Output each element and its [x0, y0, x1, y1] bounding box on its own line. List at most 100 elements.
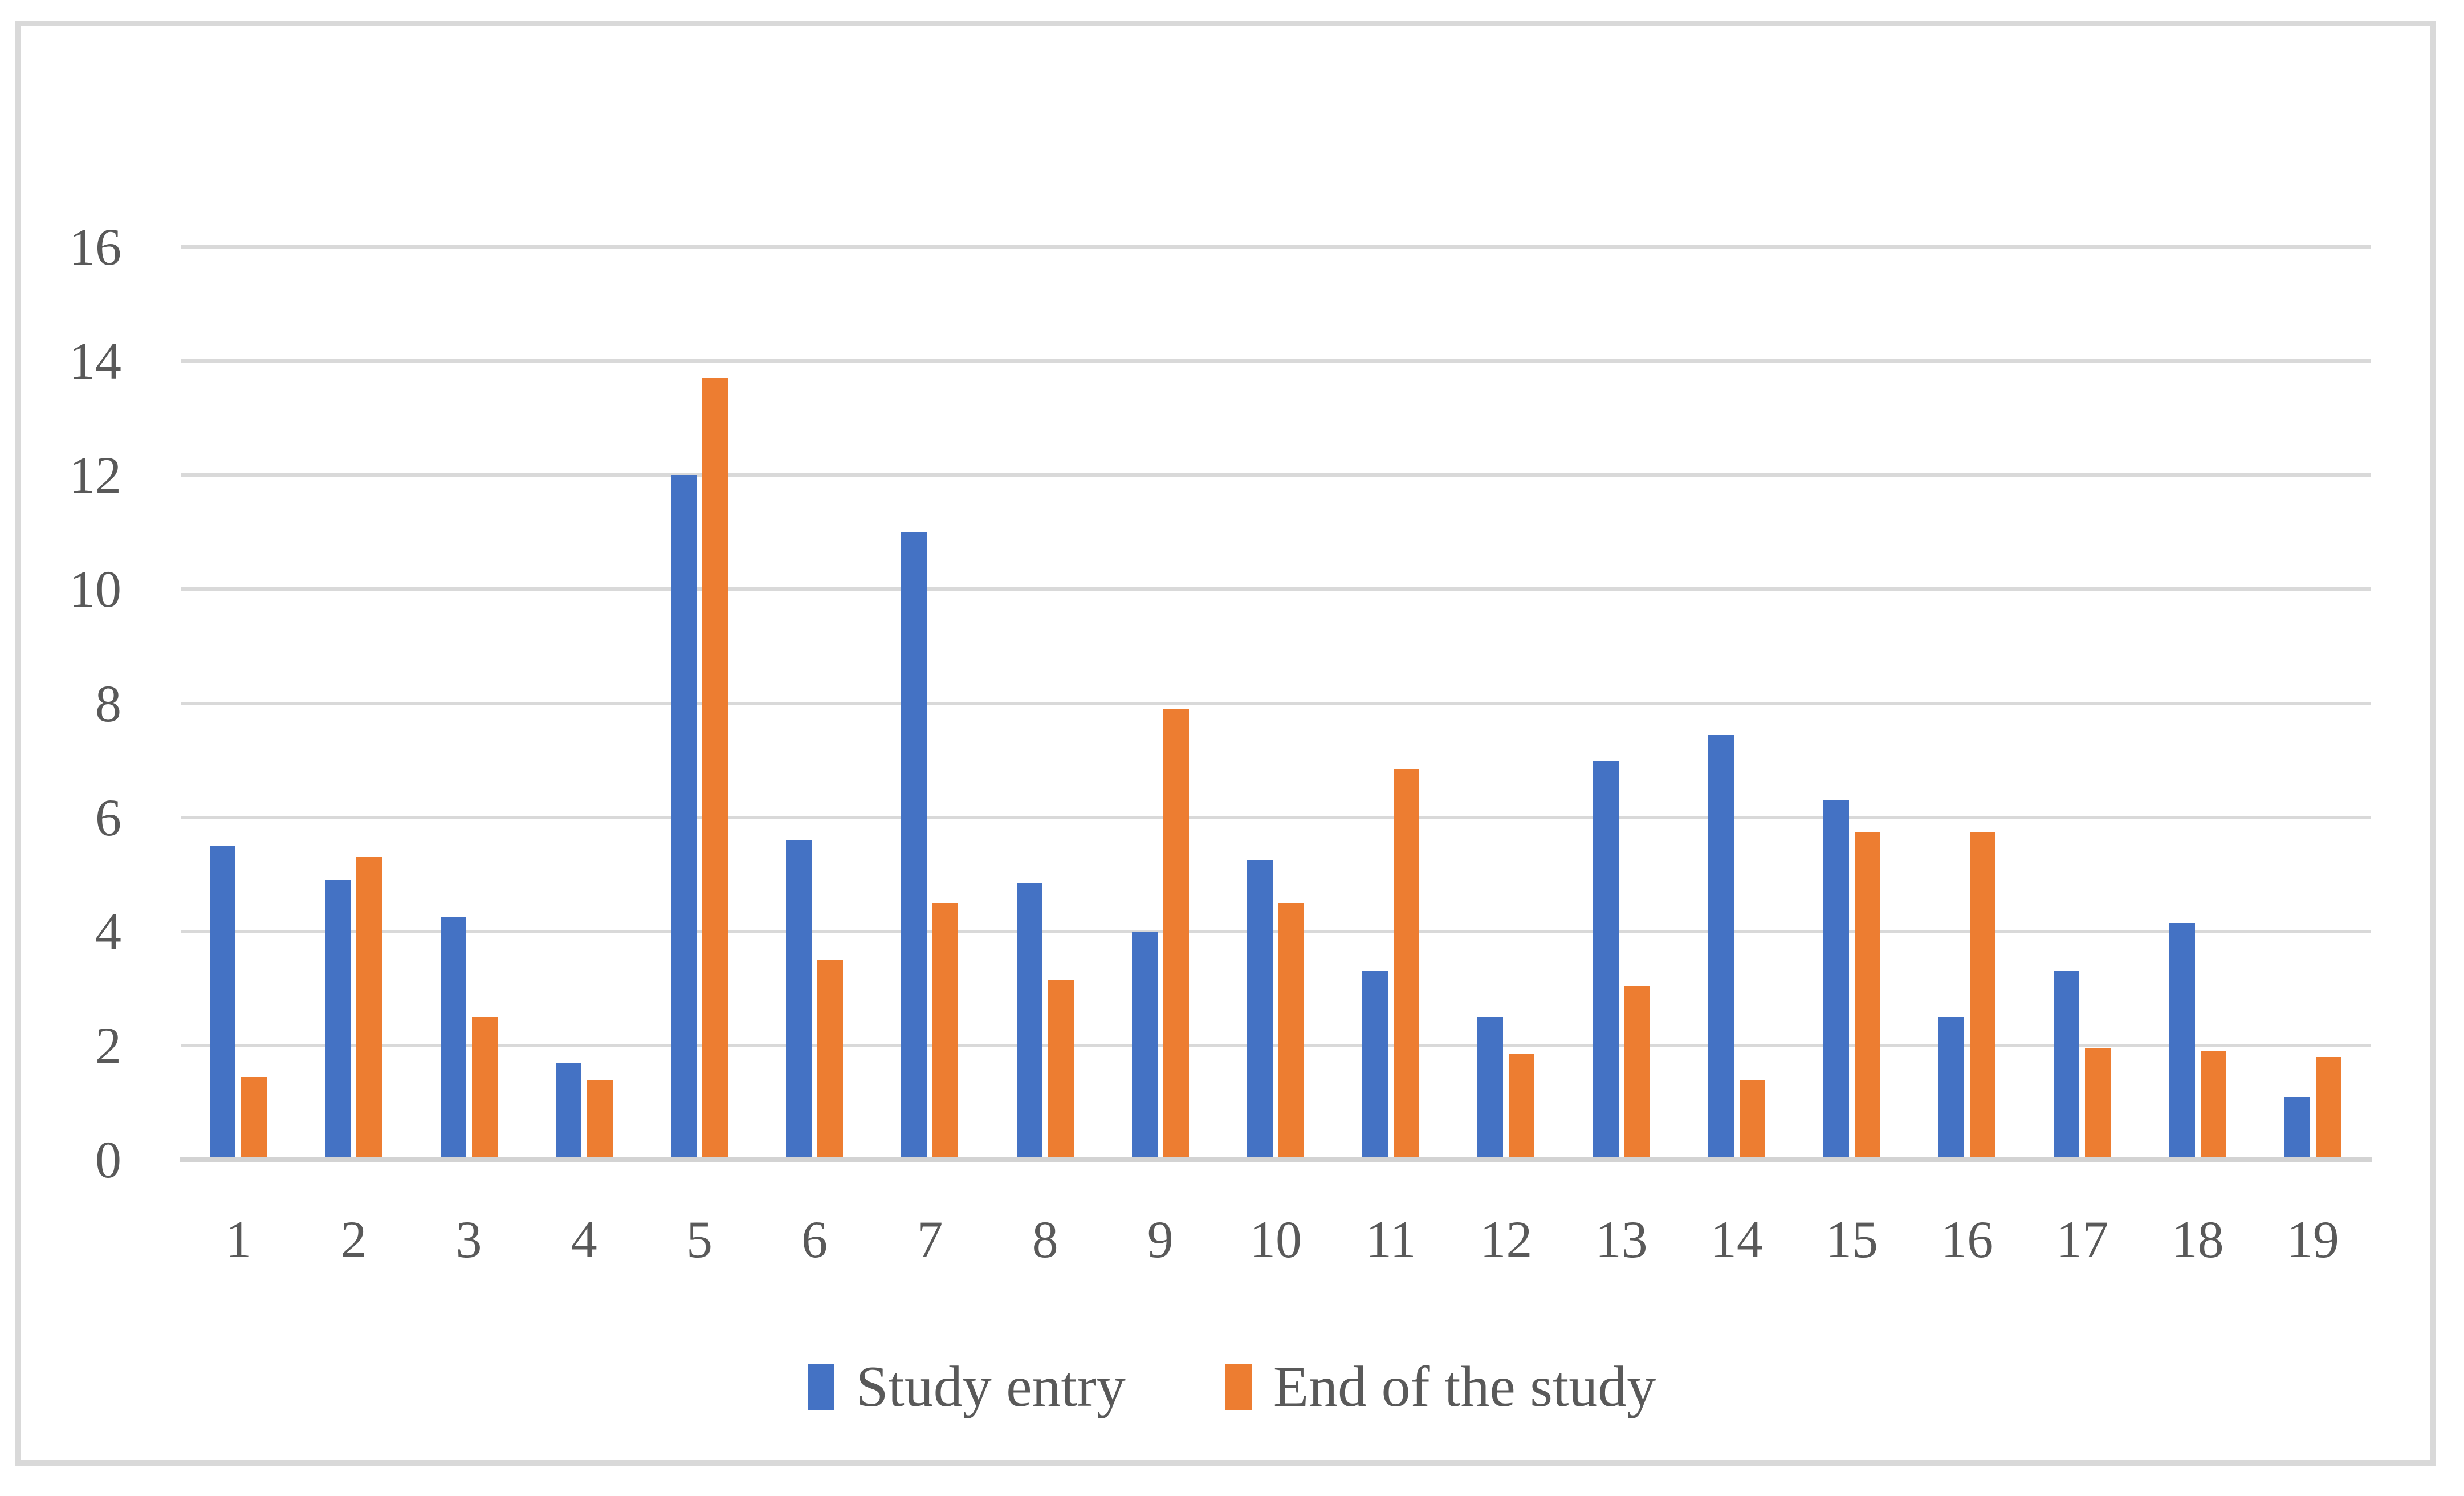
x-tick-label-5: 5 [686, 1210, 712, 1269]
bar-end-of-study-13 [1624, 986, 1650, 1160]
x-tick-label-8: 8 [1032, 1210, 1058, 1269]
legend: Study entry End of the study [0, 1356, 2464, 1418]
bar-study-entry-8 [1016, 883, 1042, 1160]
bar-study-entry-7 [901, 532, 927, 1160]
bar-study-entry-4 [555, 1063, 581, 1160]
bar-group-4 [555, 247, 613, 1160]
x-tick-label-17: 17 [2056, 1210, 2109, 1269]
x-tick-label-1: 1 [225, 1210, 252, 1269]
bar-study-entry-3 [440, 917, 466, 1160]
x-tick-label-6: 6 [801, 1210, 828, 1269]
bar-study-entry-10 [1247, 860, 1273, 1160]
bar-end-of-study-11 [1394, 769, 1420, 1160]
bar-end-of-study-15 [1855, 832, 1881, 1160]
bar-group-14 [1708, 247, 1765, 1160]
legend-label-end-of-study: End of the study [1273, 1355, 1656, 1419]
bar-group-8 [1016, 247, 1074, 1160]
x-tick-label-18: 18 [2171, 1210, 2224, 1269]
bar-group-5 [670, 247, 728, 1160]
x-tick-label-14: 14 [1710, 1210, 1763, 1269]
bar-end-of-study-1 [241, 1077, 267, 1160]
bar-group-12 [1477, 247, 1535, 1160]
bar-end-of-study-10 [1278, 903, 1304, 1160]
gridline-y-16 [181, 245, 2371, 249]
legend-label-study-entry: Study entry [856, 1355, 1126, 1419]
y-tick-label-4: 4 [95, 902, 121, 961]
bar-end-of-study-14 [1739, 1080, 1765, 1160]
bar-study-entry-11 [1362, 971, 1388, 1160]
legend-swatch-study-entry [808, 1364, 834, 1410]
bar-study-entry-18 [2169, 923, 2195, 1160]
gridline-y-14 [181, 359, 2371, 363]
bar-group-3 [440, 247, 498, 1160]
bar-group-10 [1247, 247, 1304, 1160]
x-tick-label-2: 2 [340, 1210, 367, 1269]
y-tick-label-2: 2 [95, 1016, 121, 1075]
bar-study-entry-6 [786, 840, 812, 1160]
bar-group-18 [2169, 247, 2226, 1160]
x-tick-label-9: 9 [1147, 1210, 1174, 1269]
x-tick-label-19: 19 [2286, 1210, 2339, 1269]
bar-study-entry-13 [1593, 761, 1619, 1160]
legend-item-study-entry: Study entry [808, 1356, 1126, 1418]
y-tick-label-0: 0 [95, 1131, 121, 1189]
bar-group-13 [1593, 247, 1650, 1160]
bar-group-1 [210, 247, 267, 1160]
bar-end-of-study-18 [2200, 1051, 2226, 1160]
bar-group-6 [786, 247, 844, 1160]
bar-group-17 [2054, 247, 2111, 1160]
gridline-y-6 [181, 815, 2371, 819]
bar-group-19 [2284, 247, 2341, 1160]
bar-group-9 [1131, 247, 1189, 1160]
bar-end-of-study-5 [702, 378, 728, 1160]
bar-end-of-study-3 [471, 1017, 498, 1160]
x-tick-label-16: 16 [1941, 1210, 1994, 1269]
x-tick-label-3: 3 [455, 1210, 482, 1269]
bar-group-7 [901, 247, 959, 1160]
x-tick-label-7: 7 [917, 1210, 943, 1269]
x-axis-line [180, 1157, 2372, 1162]
bar-study-entry-17 [2054, 971, 2080, 1160]
bar-group-15 [1823, 247, 1881, 1160]
bar-end-of-study-9 [1163, 709, 1189, 1160]
gridline-y-10 [181, 587, 2371, 591]
chart-frame [15, 21, 2436, 1466]
bar-group-16 [1938, 247, 1996, 1160]
gridline-y-8 [181, 701, 2371, 705]
bar-study-entry-12 [1477, 1017, 1504, 1160]
bar-end-of-study-6 [817, 960, 844, 1160]
gridline-y-2 [181, 1043, 2371, 1047]
legend-swatch-end-of-study [1225, 1364, 1252, 1410]
plot-area [180, 245, 2372, 1162]
bar-end-of-study-2 [356, 857, 382, 1160]
x-tick-label-4: 4 [571, 1210, 597, 1269]
y-tick-label-16: 16 [69, 218, 121, 276]
x-tick-label-10: 10 [1249, 1210, 1302, 1269]
x-tick-label-11: 11 [1365, 1210, 1416, 1269]
bar-study-entry-16 [1938, 1017, 1965, 1160]
gridline-y-12 [181, 473, 2371, 477]
y-tick-label-10: 10 [69, 560, 121, 619]
bar-group-2 [325, 247, 382, 1160]
legend-item-end-of-study: End of the study [1225, 1356, 1656, 1418]
bar-study-entry-2 [325, 880, 351, 1160]
bar-end-of-study-4 [587, 1080, 613, 1160]
bar-study-entry-9 [1131, 932, 1158, 1160]
bar-end-of-study-16 [1970, 832, 1996, 1160]
y-tick-label-8: 8 [95, 674, 121, 733]
bar-end-of-study-12 [1509, 1054, 1535, 1160]
bar-study-entry-19 [2284, 1097, 2310, 1160]
bar-study-entry-1 [210, 846, 236, 1160]
bar-end-of-study-8 [1048, 980, 1074, 1160]
y-tick-label-6: 6 [95, 788, 121, 847]
bar-group-11 [1362, 247, 1420, 1160]
bar-end-of-study-7 [932, 903, 959, 1160]
x-tick-label-12: 12 [1480, 1210, 1533, 1269]
bar-study-entry-15 [1823, 800, 1850, 1160]
bar-study-entry-14 [1708, 735, 1734, 1160]
x-tick-label-15: 15 [1826, 1210, 1879, 1269]
bar-end-of-study-17 [2085, 1048, 2111, 1160]
x-tick-label-13: 13 [1595, 1210, 1648, 1269]
y-tick-label-14: 14 [69, 332, 121, 391]
